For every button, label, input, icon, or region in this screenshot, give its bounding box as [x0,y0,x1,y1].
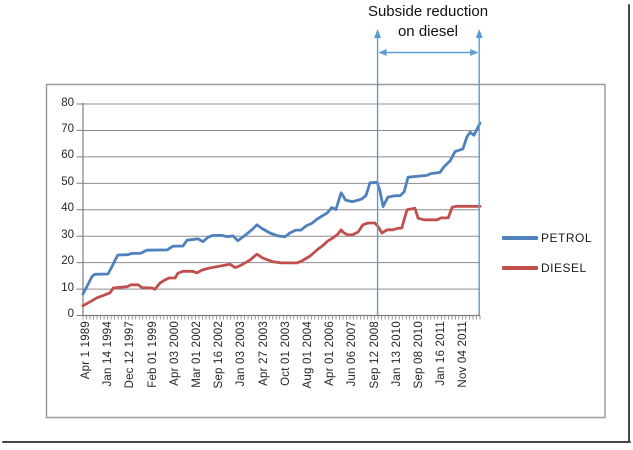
petrol-line-swatch [502,236,538,240]
x-axis-label: Apr 01 2006 [324,321,337,386]
x-axis-label: Mar 01 2002 [191,321,203,388]
legend-item-petrol: PETROL [502,231,592,245]
y-axis-label-10: 10 [61,281,74,294]
y-axis-label-20: 20 [61,255,74,268]
x-axis-label: Oct 01 2003 [279,321,292,386]
x-axis-label: Apr 27 2003 [257,321,270,386]
y-axis-label-30: 30 [61,228,74,241]
annotation-line-1: Subside reduction [367,3,489,20]
chart-border-box [45,83,606,419]
x-axis-label: Apr 03 2000 [168,321,181,386]
image-frame-shadow-bottom [2,441,631,443]
x-axis-label: Jan 13 2010 [390,321,403,387]
x-axis-label: Sep 16 2002 [213,321,226,389]
x-axis-label: Apr 1 1989 [80,321,92,380]
x-axis-label: Jan 14 1994 [102,321,115,387]
x-axis-label: Jan 16 2011 [435,321,448,386]
x-axis-label: Aug 01 2004 [302,321,314,389]
y-axis-label-80: 80 [61,96,74,109]
y-axis-label-0: 0 [67,308,74,320]
x-axis-label: Jun 06 2007 [346,321,359,387]
up-arrowhead-icon [374,29,382,38]
y-axis-label-70: 70 [61,122,74,135]
x-axis-label: Sep 12 2008 [368,321,381,389]
y-axis-label-40: 40 [61,202,74,215]
annotation-line-2: on diesel [397,23,459,40]
legend-label-petrol: PETROL [541,231,593,245]
left-arrowhead-icon [378,49,387,56]
image-frame-shadow-right [628,4,630,443]
up-arrowhead-icon [475,29,483,38]
axes [76,103,481,320]
legend-item-diesel: DIESEL [502,261,587,275]
series-line-diesel [81,204,482,308]
y-axis-ticks [76,103,83,316]
x-axis-label: Nov 04 2011 [457,321,470,388]
annotation-callout: Subside reduction on diesel [338,2,518,42]
legend-label-diesel: DIESEL [541,261,587,275]
series-line-petrol [81,121,482,296]
x-axis-label: Feb 01 1999 [146,321,159,388]
y-axis-label-60: 60 [61,149,74,162]
diesel-line-swatch [502,266,538,270]
right-arrowhead-icon [470,49,479,56]
x-axis-label: Dec 12 1997 [124,321,137,389]
x-axis-label: Sep 08 2010 [413,321,425,389]
x-axis-minor-ticks [82,315,481,320]
annotation-arrows [374,29,483,316]
x-axis-label: Jan 03 2003 [235,321,248,387]
y-axis-label-50: 50 [61,175,74,188]
series-lines [81,121,482,308]
